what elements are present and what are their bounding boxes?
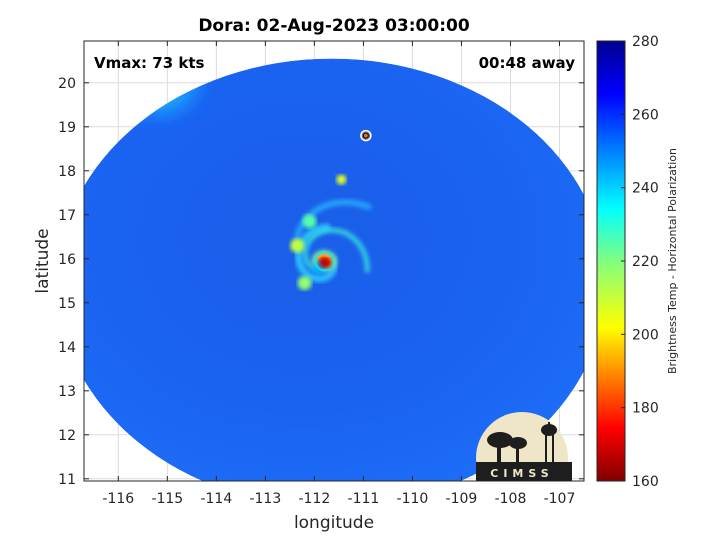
vmax-annotation: Vmax: 73 kts (94, 54, 204, 72)
cloud-contour-inner (362, 132, 369, 139)
y-axis-label: latitude (33, 228, 53, 293)
colorbar-label: Brightness Temp - Horizontal Polarizatio… (666, 148, 679, 374)
rain-band (293, 199, 372, 251)
y-axis-ticks: 11 12 13 14 15 16 17 18 19 20 (58, 76, 584, 488)
y-tick-label: 11 (58, 472, 76, 488)
y-tick-label: 14 (58, 340, 76, 356)
x-tick-label: -110 (397, 491, 429, 507)
y-tick-label: 13 (58, 384, 76, 400)
swath-disc (84, 58, 584, 481)
cloud-contour (360, 129, 372, 142)
feature-band-outer (336, 174, 347, 185)
feature-band-north (302, 214, 317, 229)
x-tick-label: -115 (151, 491, 183, 507)
colorbar-tick-label: 180 (632, 401, 659, 417)
x-tick-label: -111 (348, 491, 380, 507)
colorbar-tick-label: 160 (632, 474, 659, 490)
x-tick-label: -107 (544, 491, 576, 507)
eye-core (319, 258, 332, 268)
colorbar-tick-label: 220 (632, 254, 659, 270)
logo-text: CIMSS (490, 467, 553, 480)
y-tick-label: 20 (58, 76, 76, 92)
x-tick-label: -108 (495, 491, 527, 507)
chart-title: Dora: 02-Aug-2023 03:00:00 (198, 16, 470, 36)
y-tick-label: 19 (58, 120, 76, 136)
y-tick-label: 16 (58, 252, 76, 268)
colorbar-tick-label: 260 (632, 107, 659, 123)
x-axis-ticks: -116 -115 -114 -113 -112 -111 -110 -109 -108 -107 (102, 41, 575, 507)
y-tick-label: 12 (58, 428, 76, 444)
cimss-logo: CIMSS (476, 412, 572, 481)
x-tick-label: -116 (102, 491, 134, 507)
colorbar-ticks: 160 180 200 220 240 260 280 (621, 34, 659, 490)
y-tick-label: 17 (58, 208, 76, 224)
x-tick-label: -114 (200, 491, 232, 507)
eye-ring (313, 250, 335, 272)
feature-band-south (297, 276, 312, 290)
colorbar-tick-label: 240 (632, 181, 659, 197)
feature-band-west (290, 238, 305, 253)
y-tick-label: 18 (58, 164, 76, 180)
colorbar (596, 40, 626, 482)
x-tick-label: -112 (299, 491, 331, 507)
time-away-annotation: 00:48 away (479, 54, 576, 72)
colorbar-tick-label: 200 (632, 327, 659, 343)
y-tick-label: 15 (58, 296, 76, 312)
colorbar-tick-label: 280 (632, 34, 659, 50)
x-axis-label: longitude (294, 513, 374, 533)
x-tick-label: -113 (249, 491, 281, 507)
plot-frame (83, 40, 585, 482)
x-tick-label: -109 (446, 491, 478, 507)
rain-band (302, 227, 370, 273)
